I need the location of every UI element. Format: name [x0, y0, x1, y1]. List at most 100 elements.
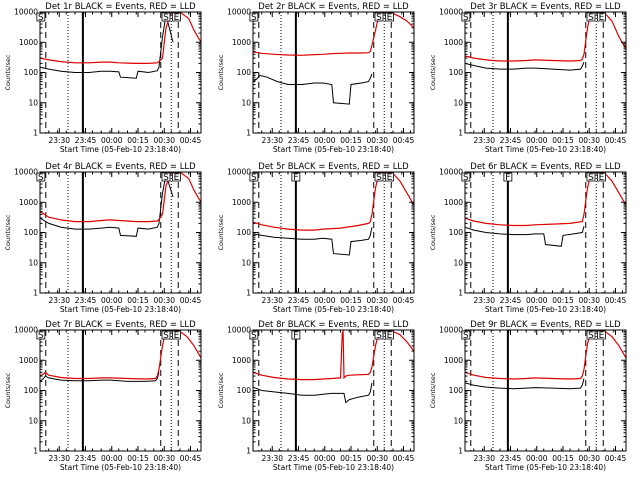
- plot-frame: [39, 11, 202, 134]
- x-axis-label: Start Time (05-Feb-10 23:18:40): [60, 305, 181, 314]
- y-tick-label: 10: [453, 98, 463, 107]
- y-axis-label: Counts/sec: [217, 54, 225, 90]
- x-tick-label: 23:30: [261, 136, 283, 145]
- x-tick-label: 23:45: [75, 136, 97, 145]
- y-tick-label: 10: [241, 258, 251, 267]
- y-tick-label: 10: [241, 416, 251, 425]
- series-line-events: [253, 73, 373, 105]
- marker-label: E: [174, 173, 180, 183]
- y-tick-label: 1000: [232, 38, 251, 47]
- marker-label: E: [387, 331, 393, 341]
- marker-label: E: [387, 173, 393, 183]
- y-tick-label: 100: [24, 386, 39, 395]
- marker-box: [597, 12, 606, 22]
- x-tick-label: 00:30: [578, 296, 600, 305]
- y-tick-label: 10000: [14, 168, 38, 177]
- marker-box: [161, 12, 171, 22]
- series-line-events: [465, 61, 585, 71]
- y-tick-label: 100: [237, 228, 252, 237]
- plot-frame: [39, 329, 202, 452]
- x-tick-label: 00:15: [552, 136, 574, 145]
- marker-label: E: [387, 13, 393, 23]
- x-tick-label: 23:30: [473, 136, 495, 145]
- marker-box: [385, 330, 394, 340]
- x-tick-label: 00:45: [393, 296, 415, 305]
- marker-box: [586, 172, 596, 182]
- marker-label: S: [376, 173, 382, 183]
- marker-label: S: [163, 13, 169, 23]
- marker-box: [586, 330, 596, 340]
- panel-title: Det 6r BLACK = Events, RED = LLD: [470, 162, 621, 172]
- y-tick-label: 1: [33, 447, 38, 456]
- marker-box: [36, 172, 46, 182]
- y-tick-label: 1000: [444, 38, 463, 47]
- x-tick-label: 00:15: [340, 296, 362, 305]
- marker-label: S: [376, 331, 382, 341]
- marker-label: S: [376, 13, 382, 23]
- y-tick-label: 10: [28, 258, 38, 267]
- x-tick-label: 00:00: [314, 454, 336, 463]
- detector-panel-6: Det 6r BLACK = Events, RED = LLD 1 10 100 10…: [429, 162, 627, 314]
- x-tick-label: 00:15: [127, 296, 149, 305]
- x-tick-label: 00:15: [340, 454, 362, 463]
- y-tick-label: 10: [28, 98, 38, 107]
- x-tick-label: 23:45: [500, 296, 522, 305]
- panel-title: Det 3r BLACK = Events, RED = LLD: [470, 2, 621, 12]
- y-tick-label: 10: [453, 258, 463, 267]
- y-tick-label: 10: [241, 98, 251, 107]
- series-line-events: [253, 227, 373, 256]
- series-line-lld: [465, 172, 626, 227]
- detector-panel-9: Det 9r BLACK = Events, RED = LLD 1 10 100 10…: [429, 320, 627, 472]
- marker-box: [291, 172, 301, 182]
- plot-frame: [252, 329, 415, 452]
- x-tick-label: 00:00: [101, 454, 123, 463]
- plot-frame: [464, 11, 627, 134]
- panel-title: Det 7r BLACK = Events, RED = LLD: [45, 320, 196, 330]
- marker-label: S: [251, 173, 257, 183]
- series-line-lld: [40, 12, 201, 64]
- marker-box: [374, 330, 384, 340]
- x-tick-label: 00:45: [393, 454, 415, 463]
- marker-label: S: [588, 13, 594, 23]
- x-tick-label: 23:30: [261, 296, 283, 305]
- x-tick-label: 23:45: [288, 454, 310, 463]
- marker-box: [374, 172, 384, 182]
- marker-box: [172, 172, 181, 182]
- marker-box: [36, 330, 46, 340]
- detector-panel-4: Det 4r BLACK = Events, RED = LLD 1 10 100 10…: [4, 162, 202, 314]
- x-tick-label: 23:45: [288, 296, 310, 305]
- y-tick-label: 10000: [227, 326, 251, 335]
- panel-title: Det 1r BLACK = Events, RED = LLD: [45, 2, 196, 12]
- x-axis-label: Start Time (05-Feb-10 23:18:40): [60, 145, 181, 154]
- x-tick-label: 00:45: [180, 296, 202, 305]
- x-tick-label: 00:30: [578, 454, 600, 463]
- x-tick-label: 23:30: [48, 136, 70, 145]
- marker-box: [503, 172, 513, 182]
- marker-box: [161, 330, 171, 340]
- series-line-events: [40, 174, 174, 237]
- marker-box: [36, 12, 46, 22]
- y-axis-label: Counts/sec: [4, 372, 12, 408]
- y-tick-label: 1000: [444, 198, 463, 207]
- marker-box: [597, 172, 606, 182]
- marker-label: F: [293, 173, 298, 183]
- y-tick-label: 1: [246, 447, 251, 456]
- x-axis-label: Start Time (05-Feb-10 23:18:40): [485, 463, 606, 472]
- x-tick-label: 00:15: [127, 454, 149, 463]
- series-line-events: [465, 226, 585, 247]
- x-tick-label: 23:30: [48, 296, 70, 305]
- detector-panel-8: Det 8r BLACK = Events, RED = LLD 1 10 100 10…: [217, 320, 415, 472]
- y-tick-label: 1000: [444, 356, 463, 365]
- marker-label: S: [463, 173, 469, 183]
- x-axis-label: Start Time (05-Feb-10 23:18:40): [485, 145, 606, 154]
- y-tick-label: 1000: [19, 198, 38, 207]
- y-tick-label: 1: [458, 289, 463, 298]
- marker-box: [385, 172, 394, 182]
- marker-box: [249, 330, 259, 340]
- x-tick-label: 00:00: [526, 454, 548, 463]
- x-tick-label: 00:45: [605, 136, 627, 145]
- x-tick-label: 00:45: [180, 136, 202, 145]
- marker-box: [172, 330, 181, 340]
- y-tick-label: 100: [24, 68, 39, 77]
